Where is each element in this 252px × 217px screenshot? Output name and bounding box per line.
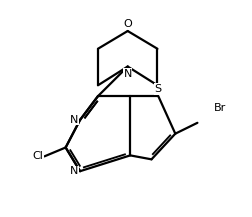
Text: Br: Br [214,103,226,113]
Text: O: O [123,19,132,29]
Text: N: N [123,69,132,79]
Text: S: S [155,84,162,94]
Text: Cl: Cl [33,151,43,161]
Text: N: N [70,166,78,176]
Text: N: N [70,115,78,125]
